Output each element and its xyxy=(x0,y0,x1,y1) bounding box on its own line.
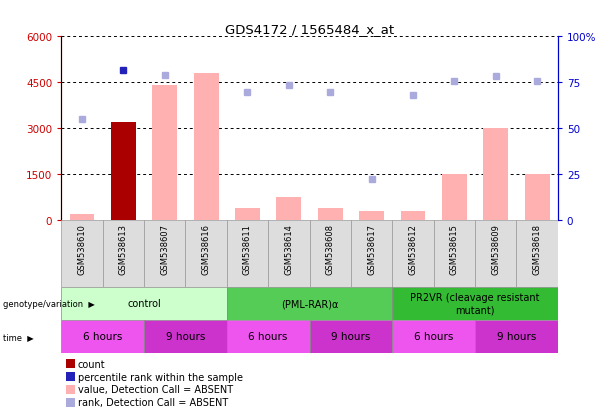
Bar xyxy=(194,74,219,221)
Bar xyxy=(70,215,94,221)
Text: GSM538610: GSM538610 xyxy=(77,223,86,274)
Text: GSM538618: GSM538618 xyxy=(533,223,542,275)
Text: 9 hours: 9 hours xyxy=(166,332,205,342)
Bar xyxy=(484,129,508,221)
Text: 6 hours: 6 hours xyxy=(83,332,123,342)
Bar xyxy=(66,398,75,407)
Bar xyxy=(61,320,144,353)
Text: GSM538608: GSM538608 xyxy=(326,223,335,275)
Bar xyxy=(235,209,260,221)
Text: GSM538613: GSM538613 xyxy=(119,223,128,275)
Bar xyxy=(318,209,343,221)
Bar xyxy=(103,221,144,287)
Bar xyxy=(442,175,467,221)
Text: GSM538609: GSM538609 xyxy=(491,223,500,274)
Bar xyxy=(276,198,302,221)
Bar xyxy=(66,359,75,368)
Text: GSM538612: GSM538612 xyxy=(408,223,417,274)
Bar xyxy=(392,320,475,353)
Text: control: control xyxy=(127,299,161,309)
Text: GSM538614: GSM538614 xyxy=(284,223,294,274)
Text: 9 hours: 9 hours xyxy=(497,332,536,342)
Bar xyxy=(475,221,516,287)
Bar xyxy=(268,221,310,287)
Text: rank, Detection Call = ABSENT: rank, Detection Call = ABSENT xyxy=(78,397,228,407)
Bar xyxy=(310,221,351,287)
Text: (PML-RAR)α: (PML-RAR)α xyxy=(281,299,338,309)
Title: GDS4172 / 1565484_x_at: GDS4172 / 1565484_x_at xyxy=(225,23,394,36)
Bar xyxy=(359,212,384,221)
Text: GSM538615: GSM538615 xyxy=(450,223,459,274)
Bar xyxy=(186,221,227,287)
Bar xyxy=(525,175,549,221)
Text: genotype/variation  ▶: genotype/variation ▶ xyxy=(3,299,95,308)
Bar xyxy=(61,221,103,287)
Text: PR2VR (cleavage resistant
mutant): PR2VR (cleavage resistant mutant) xyxy=(410,293,540,314)
Bar xyxy=(111,123,136,221)
Text: percentile rank within the sample: percentile rank within the sample xyxy=(78,372,243,382)
Bar xyxy=(401,212,425,221)
Bar xyxy=(144,320,227,353)
Text: GSM538617: GSM538617 xyxy=(367,223,376,275)
Bar xyxy=(434,221,475,287)
Bar xyxy=(66,372,75,381)
Bar xyxy=(392,287,558,320)
Text: GSM538616: GSM538616 xyxy=(202,223,211,275)
Text: 6 hours: 6 hours xyxy=(248,332,288,342)
Bar xyxy=(66,385,75,394)
Bar xyxy=(61,287,227,320)
Bar xyxy=(351,221,392,287)
Bar xyxy=(144,221,186,287)
Text: count: count xyxy=(78,359,105,369)
Text: 9 hours: 9 hours xyxy=(331,332,371,342)
Bar xyxy=(310,320,392,353)
Text: 6 hours: 6 hours xyxy=(414,332,454,342)
Text: value, Detection Call = ABSENT: value, Detection Call = ABSENT xyxy=(78,385,233,394)
Text: time  ▶: time ▶ xyxy=(3,332,34,341)
Bar xyxy=(227,221,268,287)
Bar xyxy=(392,221,433,287)
Bar xyxy=(227,320,310,353)
Text: GSM538611: GSM538611 xyxy=(243,223,252,274)
Text: GSM538607: GSM538607 xyxy=(160,223,169,275)
Bar xyxy=(516,221,558,287)
Bar xyxy=(153,86,177,221)
Bar xyxy=(227,287,392,320)
Bar xyxy=(475,320,558,353)
